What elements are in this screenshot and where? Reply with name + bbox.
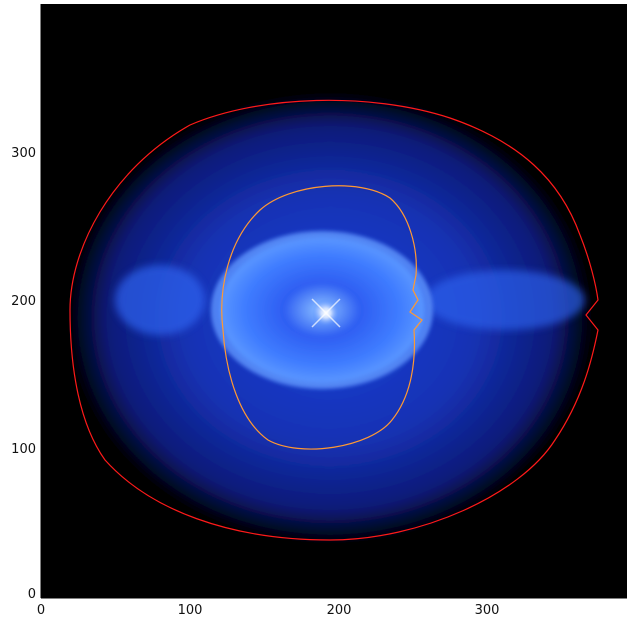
x-tick-label: 300 [475, 603, 500, 618]
y-tick-label: 100 [11, 442, 36, 457]
left-wing [115, 265, 205, 335]
y-tick-label: 300 [11, 146, 36, 161]
x-axis: 0 100 200 300 [37, 592, 500, 618]
inner-shell-rim [211, 231, 433, 389]
star-spikes [311, 298, 341, 328]
contour-inner [221, 185, 423, 450]
contour-outer [69, 99, 599, 541]
y-axis: 0 100 200 300 [11, 146, 47, 602]
x-tick-label: 200 [327, 603, 352, 618]
y-tick-label: 200 [11, 294, 36, 309]
x-tick-label: 100 [178, 603, 203, 618]
right-wing [425, 270, 585, 330]
y-tick-label: 0 [28, 587, 36, 602]
x-tick-label: 0 [37, 603, 45, 618]
nebula-image [68, 93, 599, 543]
